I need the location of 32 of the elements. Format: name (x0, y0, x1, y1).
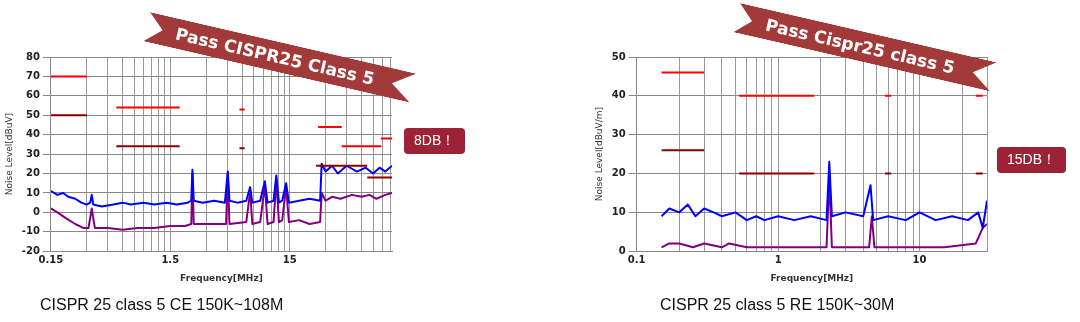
y-tick-label: 20 (25, 167, 40, 179)
speech-bubble: 8DB！ (404, 128, 466, 154)
x-tick-label: 0.1 (627, 253, 646, 265)
y-tick-label: 80 (25, 50, 40, 62)
y-tick-label: 50 (25, 108, 40, 120)
x-tick-label: 10 (912, 253, 927, 265)
y-axis-title: Noise Level[dBuV] (3, 112, 14, 196)
y-tick-label: 60 (25, 89, 40, 101)
y-tick-label: 30 (25, 147, 40, 159)
y-tick-label: 40 (25, 128, 40, 140)
text: CISPR 25 class 5 RE 150K~30M (660, 296, 895, 314)
y-tick-label: 0 (618, 244, 626, 256)
speech-bubble: 15DB！ (997, 147, 1067, 173)
text: CISPR 25 class 5 CE 150K~108M (40, 296, 284, 314)
y-tick-label: 40 (611, 89, 626, 101)
y-tick-label: 0 (32, 205, 40, 217)
y-tick-label: 10 (25, 186, 40, 198)
x-tick-label: 0.15 (38, 253, 64, 265)
ribbon-banner: Pass Cispr25 class 5 (733, 3, 997, 92)
y-tick-label: 50 (611, 50, 626, 62)
y-tick-label: 10 (611, 205, 626, 217)
x-axis-title: Frequency[MHz] (770, 272, 854, 283)
y-tick-label: 70 (25, 70, 40, 82)
y-tick-label: 20 (611, 167, 626, 179)
y-tick-label: -10 (21, 225, 40, 237)
x-tick-label: 1 (774, 253, 782, 265)
y-axis-title: Noise Level[dBuV/m] (593, 107, 604, 202)
x-tick-label: 15 (282, 253, 297, 265)
y-tick-label: -20 (21, 244, 40, 256)
y-tick-label: 30 (611, 128, 626, 140)
x-tick-label: 1.5 (161, 253, 180, 265)
x-axis-title: Frequency[MHz] (180, 272, 263, 283)
